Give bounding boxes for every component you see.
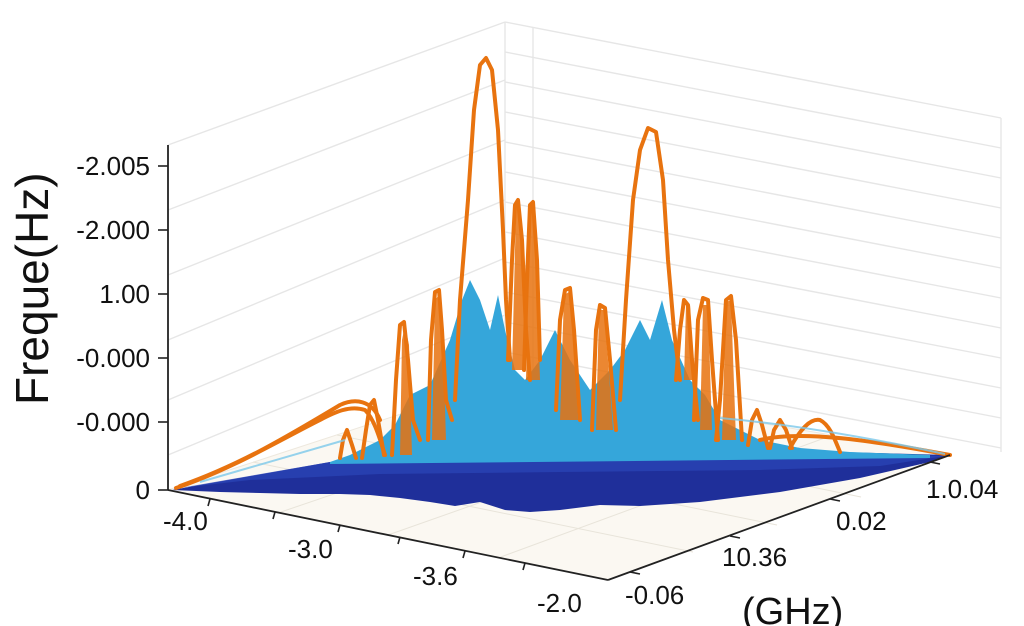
z-axis-ticks bbox=[158, 165, 168, 491]
z-tick-0: -2.005 bbox=[76, 151, 150, 181]
x-tick-3: -2.0 bbox=[537, 588, 582, 618]
y-tick-1: 10.36 bbox=[722, 542, 787, 572]
light-blue-fill-surface bbox=[330, 280, 930, 464]
y-axis-ticks bbox=[629, 461, 941, 575]
z-tick-2: 1.00 bbox=[99, 279, 150, 309]
z-tick-4: -0.000 bbox=[76, 407, 150, 437]
y-tick-3: 1.0.04 bbox=[926, 474, 998, 504]
light-blue-highlight-lines bbox=[199, 417, 946, 483]
z-tick-1: -2.000 bbox=[76, 215, 150, 245]
x-tick-2: -3.6 bbox=[413, 561, 458, 591]
z-tick-3: -0.000 bbox=[76, 343, 150, 373]
x-axis-ticks bbox=[207, 498, 526, 571]
x-tick-0: -4.0 bbox=[163, 506, 208, 536]
axes bbox=[167, 145, 951, 581]
z-tick-labels: -2.005 -2.000 1.00 -0.000 -0.000 0 bbox=[76, 151, 150, 505]
y-tick-labels: -0.06 10.36 0.02 1.0.04 bbox=[625, 474, 998, 610]
y-axis-line bbox=[607, 454, 951, 581]
y-tick-0: -0.06 bbox=[625, 580, 684, 610]
y-axis-title: (GHz) bbox=[742, 591, 843, 626]
x-tick-1: -3.0 bbox=[288, 534, 333, 564]
z-tick-5: 0 bbox=[136, 475, 150, 505]
z-axis-title: Freque(Hz) bbox=[6, 172, 58, 405]
orange-fill-peaks bbox=[400, 205, 736, 455]
back-left-wall-grid bbox=[167, 21, 506, 456]
y-tick-2: 0.02 bbox=[836, 506, 887, 536]
x-tick-labels: -4.0 -3.0 -3.6 -2.0 bbox=[163, 506, 582, 618]
x-axis-line bbox=[167, 489, 609, 581]
back-right-wall-grid bbox=[504, 21, 1002, 452]
